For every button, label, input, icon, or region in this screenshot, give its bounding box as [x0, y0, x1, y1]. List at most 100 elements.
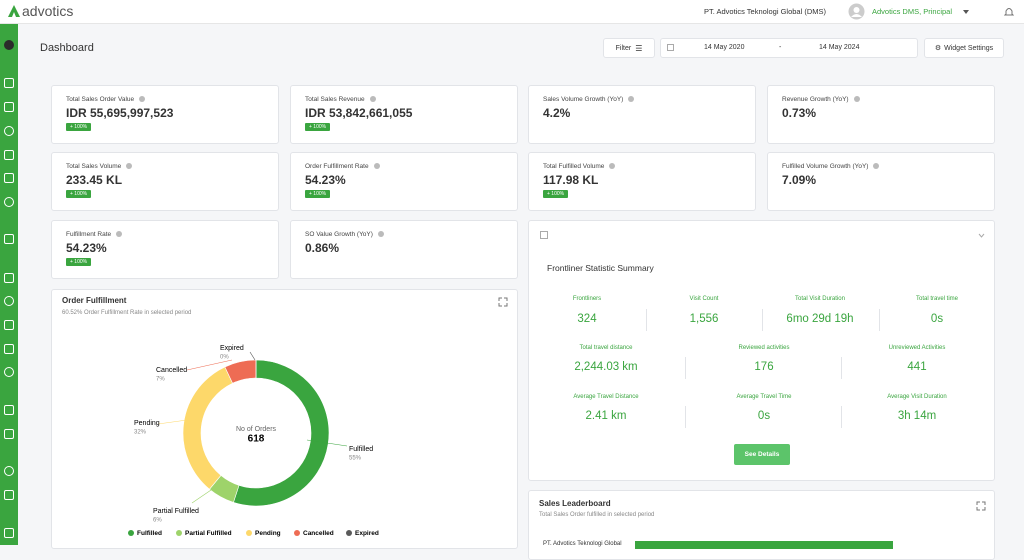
notification-bell[interactable]: [1004, 6, 1014, 17]
user-name[interactable]: Advotics DMS, Principal: [872, 7, 953, 16]
metric-value: IDR 53,842,661,055: [305, 106, 413, 120]
nav-icon[interactable]: [4, 197, 14, 207]
metric-card: Total Sales Order Value IDR 55,695,997,52…: [51, 85, 279, 144]
metric-card: Total Fulfilled Volume 117.98 KL + 100%: [528, 152, 756, 211]
metric-card: Total Sales Revenue IDR 53,842,661,055 + 1…: [290, 85, 518, 144]
date-range[interactable]: 14 May 2020 - 14 May 2024: [660, 38, 918, 58]
nav-icon[interactable]: [4, 78, 14, 88]
metric-card: Order Fulfillment Rate 54.23% + 100%: [290, 152, 518, 211]
nav-icon[interactable]: [4, 344, 14, 354]
metric-label: Total Fulfilled Volume: [543, 163, 616, 170]
metric-value: 54.23%: [66, 241, 107, 255]
leader-line: [249, 351, 256, 361]
nav-icon[interactable]: [4, 367, 14, 377]
metric-label: SO Value Growth (YoY): [305, 231, 384, 238]
nav-icon[interactable]: [4, 528, 14, 538]
legend-label: Partial Fulfilled: [185, 530, 232, 537]
info-icon[interactable]: [139, 96, 146, 103]
nav-icon[interactable]: [4, 490, 14, 500]
expand-icon[interactable]: [976, 501, 986, 511]
metric-value: 233.45 KL: [66, 173, 123, 187]
divider: [840, 357, 842, 379]
panel-title: Frontliner Statistic Summary: [547, 263, 654, 273]
donut-slice: [182, 366, 233, 490]
metric-badge: + 100%: [66, 190, 92, 198]
calendar-icon: [667, 44, 674, 51]
collapse-icon[interactable]: [978, 233, 985, 238]
nav-icon[interactable]: [4, 466, 14, 476]
frontliner-panel: Frontliner Statistic Summary See Details…: [528, 220, 995, 481]
nav-icon[interactable]: [4, 40, 14, 50]
metric-badge: + 100%: [543, 190, 569, 198]
calendar-icon: [540, 231, 548, 239]
nav-icon[interactable]: [4, 320, 14, 330]
stat-value: 6mo 29d 19h: [786, 313, 854, 325]
slice-label: Partial Fulfilled: [153, 508, 199, 515]
nav-icon[interactable]: [4, 405, 14, 415]
nav-icon[interactable]: [4, 273, 14, 283]
metric-value: 4.2%: [543, 106, 571, 120]
metric-value: 54.23%: [305, 173, 346, 187]
info-icon[interactable]: [126, 163, 133, 170]
metric-card: SO Value Growth (YoY) 0.86%: [290, 220, 518, 279]
nav-icon[interactable]: [4, 150, 14, 160]
info-icon[interactable]: [116, 231, 123, 238]
nav-icon[interactable]: [4, 296, 14, 306]
order-fulfillment-panel: Order Fulfillment 60.52% Order Fulfillme…: [51, 289, 518, 549]
stat-value: 2.41 km: [585, 410, 627, 422]
donut-slice: [233, 359, 330, 507]
company: PT. Advotics Teknologi Global (DMS): [704, 7, 826, 16]
slice-value-label: 7%: [156, 377, 165, 383]
user-dropdown[interactable]: [962, 9, 970, 15]
metric-value: 117.98 KL: [543, 173, 599, 187]
nav-icon[interactable]: [4, 429, 14, 439]
slice-label: Expired: [220, 345, 244, 352]
stat-label: Reviewed activities: [738, 345, 790, 351]
nav-icon[interactable]: [4, 126, 14, 136]
gear-icon: ⚙: [934, 45, 942, 52]
legend-label: Fulfilled: [137, 530, 162, 537]
info-icon[interactable]: [873, 163, 880, 170]
top-bar: advotics PT. Advotics Teknologi Global (…: [0, 0, 1024, 24]
filter-icon: ☰: [635, 43, 643, 53]
avatar[interactable]: [848, 3, 865, 20]
metric-value: 0.73%: [782, 106, 817, 120]
leader-line: [186, 359, 233, 371]
date-from: 14 May 2020: [704, 44, 745, 51]
info-icon[interactable]: [377, 231, 384, 238]
metric-value: 0.86%: [305, 241, 340, 255]
legend-label: Expired: [355, 530, 379, 537]
stat-value: 441: [907, 361, 927, 373]
panel-subtitle: Total Sales Order fulfilled in selected …: [539, 512, 655, 518]
metric-label: Fulfillment Rate: [66, 231, 123, 238]
see-details-button[interactable]: See Details: [734, 444, 790, 465]
info-icon[interactable]: [373, 163, 380, 170]
panel-subtitle: 60.52% Order Fulfillment Rate in selecte…: [62, 310, 192, 316]
stat-label: Frontliners: [572, 296, 602, 302]
filter-button[interactable]: Filter ☰: [603, 38, 655, 58]
metric-card: Fulfilled Volume Growth (YoY) 7.09%: [767, 152, 995, 211]
metric-card: Sales Volume Growth (YoY) 4.2%: [528, 85, 756, 144]
stat-value: 2,244.03 km: [574, 361, 638, 373]
widget-settings-button[interactable]: ⚙ Widget Settings: [924, 38, 1004, 58]
nav-icon[interactable]: [4, 234, 14, 244]
nav-icon[interactable]: [4, 102, 14, 112]
metric-card: Revenue Growth (YoY) 0.73%: [767, 85, 995, 144]
info-icon[interactable]: [853, 96, 860, 103]
slice-value-label: 6%: [153, 518, 162, 524]
leader-line: [191, 487, 215, 504]
expand-icon[interactable]: [498, 297, 508, 307]
stat-value: 3h 14m: [897, 410, 937, 422]
metric-value: IDR 55,695,997,523: [66, 106, 174, 120]
date-separator: -: [779, 44, 782, 51]
nav-icon[interactable]: [4, 173, 14, 183]
info-icon[interactable]: [369, 96, 376, 103]
legend-swatch: [294, 530, 300, 536]
slice-label: Fulfilled: [349, 446, 373, 453]
metric-label: Sales Volume Growth (YoY): [543, 96, 635, 103]
info-icon[interactable]: [628, 96, 635, 103]
stat-value: 176: [754, 361, 774, 373]
info-icon[interactable]: [609, 163, 616, 170]
